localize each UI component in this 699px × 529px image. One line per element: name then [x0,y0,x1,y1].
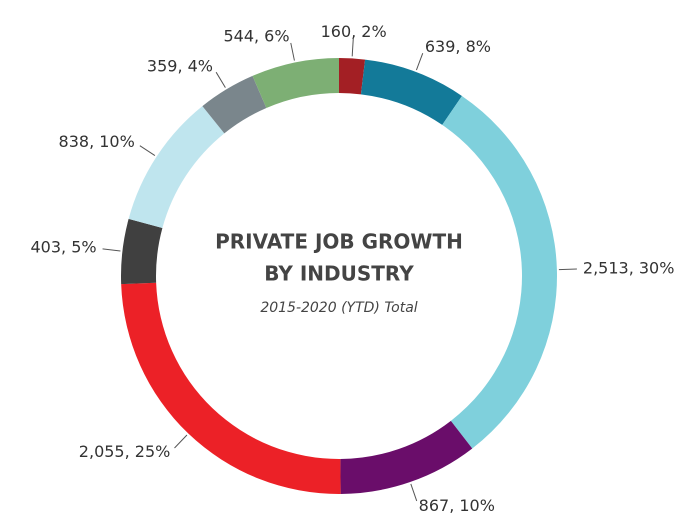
data-label: 403, 5% [30,238,96,257]
leader-line [415,53,424,71]
leader-line [410,483,418,502]
donut-segment [252,58,339,109]
donut-segment [121,218,163,285]
donut-segment [442,95,557,449]
donut-segment [202,75,267,134]
chart-title: BY INDUSTRY [264,262,414,286]
data-label: 359, 4% [147,57,213,76]
data-label: 867, 10% [419,496,495,515]
leader-line [351,38,354,57]
leader-line [215,71,226,88]
data-label: 838, 10% [59,132,135,151]
leader-line [558,268,577,271]
data-label: 544, 6% [223,27,289,46]
leader-line [174,434,188,449]
leader-line [139,145,156,156]
donut-segment [121,282,341,494]
chart-subtitle: 2015-2020 (YTD) Total [260,300,417,316]
donut-segment [360,59,462,125]
donut-segment [339,58,366,95]
leader-line [290,42,295,61]
chart-title: PRIVATE JOB GROWTH [215,230,463,254]
data-label: 160, 2% [321,22,387,41]
data-label: 2,513, 30% [583,258,675,277]
data-label: 639, 8% [425,37,491,56]
data-label: 2,055, 25% [79,442,171,461]
donut-segment [340,420,473,494]
donut-segment [128,106,225,229]
leader-line [102,248,121,252]
